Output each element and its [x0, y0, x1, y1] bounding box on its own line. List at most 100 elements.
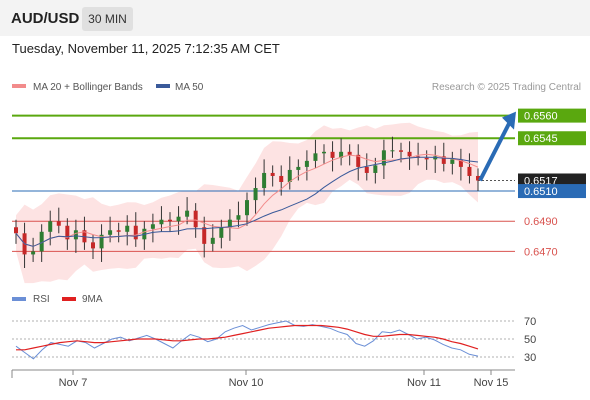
- candle: [159, 206, 164, 232]
- candle: [304, 150, 309, 181]
- candle-body: [399, 150, 403, 152]
- candle-body: [407, 151, 412, 157]
- candle: [381, 139, 386, 179]
- candle-body: [227, 219, 232, 228]
- candle: [210, 224, 215, 252]
- candle-body: [356, 154, 361, 167]
- candle: [407, 141, 412, 170]
- candle: [219, 219, 224, 249]
- candle-body: [125, 225, 130, 232]
- candle: [467, 153, 472, 184]
- level-label-text: 0.6510: [524, 186, 558, 198]
- candle-body: [424, 157, 429, 160]
- candle: [339, 138, 344, 166]
- candle: [322, 144, 326, 164]
- candle-body: [450, 159, 455, 164]
- candle: [458, 148, 463, 181]
- rsi-line: [15, 320, 479, 360]
- level-label-0.6560: 0.6560: [518, 108, 586, 123]
- level-label-bg: [518, 108, 586, 123]
- candle-body: [279, 175, 284, 182]
- level-label-text: 0.6490: [524, 216, 558, 228]
- candle-body: [159, 219, 164, 225]
- candle-body: [133, 225, 138, 240]
- candle: [296, 159, 301, 181]
- pair-title: AUD/USD: [11, 10, 80, 27]
- candle: [133, 212, 138, 247]
- ma50-legend-swatch: [156, 84, 170, 88]
- candle-body: [253, 188, 258, 201]
- candle-body: [65, 225, 70, 240]
- candle-body: [364, 166, 369, 173]
- x-tick-label: Nov 10: [229, 377, 264, 389]
- candle: [14, 219, 18, 244]
- x-tick-label: Nov 7: [59, 377, 88, 389]
- candle-body: [441, 156, 446, 164]
- level-label-0.6510: 0.6510: [518, 184, 586, 199]
- level-label-text: 0.6470: [524, 246, 558, 258]
- candle: [176, 206, 181, 235]
- candle: [364, 153, 369, 181]
- candle: [390, 136, 395, 158]
- level-label-0.6470: 0.6470: [524, 246, 558, 258]
- forecast-arrow: [478, 120, 512, 182]
- candle-body: [287, 169, 292, 182]
- candle-body: [236, 215, 241, 220]
- candle: [236, 201, 241, 228]
- candle: [99, 224, 104, 262]
- ma20-legend-swatch: [12, 84, 26, 88]
- candle: [313, 139, 318, 169]
- candle-body: [219, 227, 224, 238]
- rsi-ma-legend-swatch: [62, 297, 76, 301]
- candle: [476, 168, 480, 192]
- level-label-bg: [518, 184, 586, 199]
- candle-body: [150, 224, 155, 229]
- candle: [125, 215, 130, 246]
- candle: [356, 144, 361, 181]
- candle-body: [458, 159, 463, 167]
- candle: [373, 157, 378, 184]
- candle: [270, 165, 275, 187]
- candle-body: [168, 219, 172, 222]
- level-label-bg: [518, 131, 586, 146]
- candle-body: [202, 227, 207, 244]
- candle-body: [31, 251, 36, 255]
- candle: [262, 159, 267, 196]
- x-tick-label: Nov 11: [407, 377, 441, 389]
- candle-body: [270, 172, 275, 176]
- ma20-legend-label: MA 20 + Bollinger Bands: [33, 82, 143, 93]
- candle: [279, 165, 284, 196]
- ma50-line: [15, 156, 479, 247]
- candle: [450, 151, 455, 175]
- level-label-0.6490: 0.6490: [524, 216, 558, 228]
- candle: [287, 156, 292, 190]
- level-label-bg: [518, 173, 586, 188]
- candle-body: [347, 151, 352, 155]
- candle: [31, 237, 36, 262]
- candle-body: [185, 210, 190, 217]
- candle-body: [14, 227, 18, 234]
- candle: [65, 218, 70, 250]
- candle: [48, 210, 53, 246]
- candle-body: [91, 242, 95, 249]
- rsi-legend-label: RSI: [33, 294, 50, 305]
- timeframe-button[interactable]: 30 MIN: [82, 7, 133, 31]
- rsi-tick-70: 70: [524, 316, 536, 328]
- candle-body: [262, 172, 267, 189]
- forecast-arrow-head: [502, 111, 516, 130]
- header-bar: AUD/USD 30 MIN: [0, 0, 590, 36]
- rsi-legend-swatch: [12, 297, 26, 301]
- candle-body: [476, 175, 480, 181]
- candle-body: [56, 221, 61, 226]
- candle-body: [193, 210, 198, 228]
- candle: [245, 192, 249, 226]
- candle: [253, 177, 258, 214]
- candle-body: [245, 200, 249, 216]
- candle-body: [373, 165, 378, 173]
- candle: [56, 207, 61, 234]
- rsi-ma-legend-label: 9MA: [82, 294, 103, 305]
- candle-body: [73, 230, 78, 240]
- rsi-tick-30: 30: [524, 352, 536, 364]
- candle: [116, 222, 121, 243]
